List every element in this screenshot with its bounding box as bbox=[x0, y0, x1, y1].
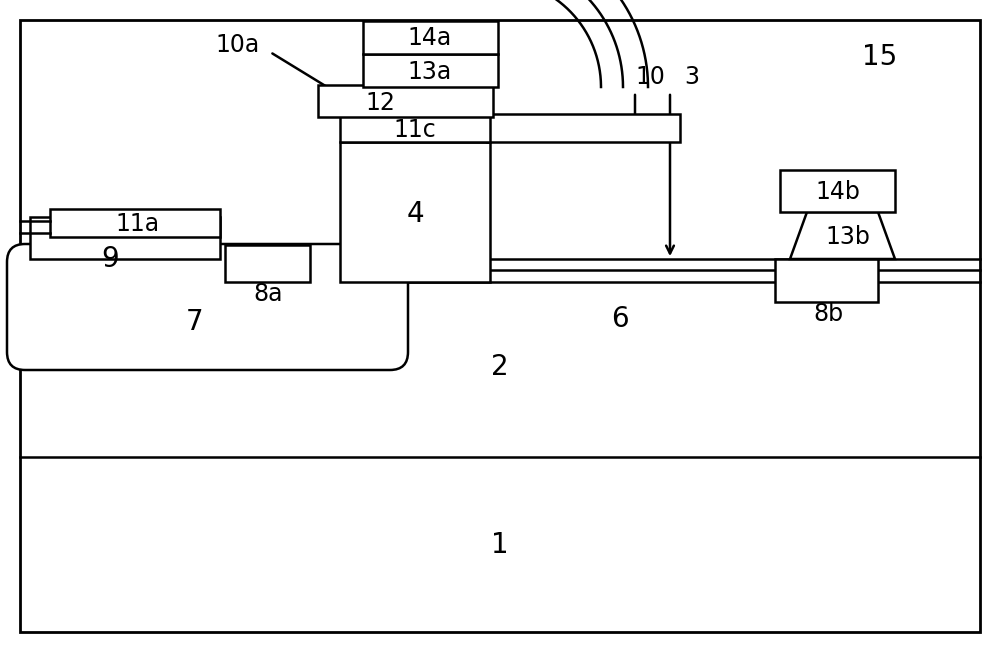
Bar bbox=[30, 217, 220, 259]
Text: 15: 15 bbox=[862, 43, 898, 71]
Text: 7: 7 bbox=[186, 308, 204, 336]
Bar bbox=[363, 21, 498, 54]
Bar bbox=[318, 85, 493, 117]
Text: 10a: 10a bbox=[216, 33, 260, 57]
Bar bbox=[50, 209, 220, 237]
Bar bbox=[340, 114, 490, 142]
Text: 14b: 14b bbox=[816, 180, 860, 204]
FancyBboxPatch shape bbox=[7, 244, 408, 370]
Text: 2: 2 bbox=[491, 353, 509, 381]
Text: 1: 1 bbox=[491, 531, 509, 559]
Bar bbox=[340, 142, 490, 282]
Text: 12: 12 bbox=[365, 91, 395, 115]
Text: 6: 6 bbox=[611, 305, 629, 333]
Text: 9: 9 bbox=[101, 245, 119, 273]
Bar bbox=[775, 259, 878, 302]
Text: 11a: 11a bbox=[116, 212, 160, 236]
Text: 8a: 8a bbox=[253, 282, 283, 306]
Text: 13a: 13a bbox=[408, 60, 452, 84]
Bar bbox=[780, 170, 895, 212]
Text: 14a: 14a bbox=[408, 26, 452, 50]
Bar bbox=[363, 54, 498, 87]
Bar bbox=[225, 245, 310, 282]
Text: 8b: 8b bbox=[813, 302, 843, 326]
Text: 3: 3 bbox=[684, 65, 700, 89]
Text: 10: 10 bbox=[635, 65, 665, 89]
Text: 11c: 11c bbox=[394, 118, 436, 142]
Text: 13b: 13b bbox=[826, 225, 870, 249]
Bar bbox=[487, 114, 680, 142]
Polygon shape bbox=[790, 212, 895, 259]
Text: 4: 4 bbox=[406, 200, 424, 228]
